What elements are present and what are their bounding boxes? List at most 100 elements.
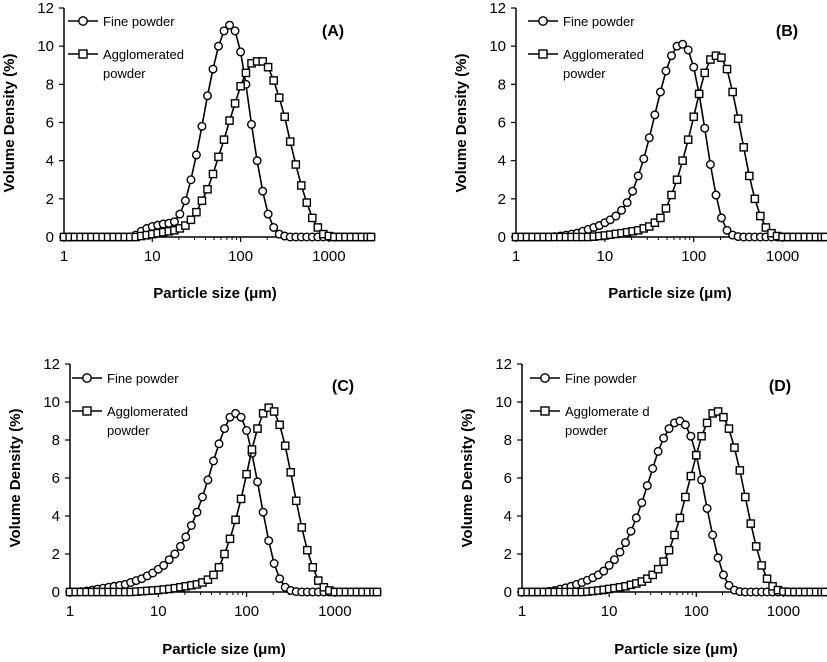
x-tick-label: 1 <box>66 603 74 620</box>
y-tick-label: 2 <box>504 546 512 563</box>
data-point-square <box>220 549 229 559</box>
y-tick-label: 4 <box>498 153 506 170</box>
data-point-square <box>258 409 268 418</box>
legend-marker-square <box>82 406 92 416</box>
series-line-fine-powder <box>522 420 825 593</box>
legend-label: Agglomerated <box>103 47 184 62</box>
x-tick-label: 1 <box>518 603 526 620</box>
data-point-circle <box>219 424 229 434</box>
data-point-circle <box>702 503 712 513</box>
data-point-circle <box>219 26 229 36</box>
data-point-circle <box>664 424 674 434</box>
data-point-square <box>650 218 660 227</box>
data-point-square <box>286 468 296 477</box>
data-point-square <box>762 574 772 583</box>
data-point-square <box>214 152 223 162</box>
data-point-square <box>664 545 674 555</box>
data-point-square <box>740 492 750 502</box>
data-point-circle <box>711 190 721 200</box>
y-axis-title: Volume Density (%) <box>7 409 24 548</box>
data-point-circle <box>620 538 630 548</box>
data-point-circle <box>617 205 627 215</box>
data-point-circle <box>661 66 671 76</box>
y-tick-label: 6 <box>52 470 60 487</box>
data-point-circle <box>655 87 665 97</box>
y-tick-label: 12 <box>37 0 54 17</box>
x-axis-title: Particle size (μm) <box>153 285 276 302</box>
data-point-square <box>203 575 213 584</box>
data-point-square <box>661 204 671 213</box>
data-point-square <box>258 57 267 66</box>
y-tick-label: 8 <box>52 432 60 449</box>
panel-label: (D) <box>769 378 791 395</box>
data-point-square <box>719 412 728 422</box>
data-point-circle <box>609 555 619 565</box>
data-point-square <box>739 143 749 152</box>
legend-marker-circle <box>538 16 548 26</box>
data-point-square <box>750 194 760 204</box>
data-point-circle <box>175 541 185 551</box>
data-point-square <box>681 492 690 502</box>
data-point-circle <box>678 39 688 49</box>
data-point-circle <box>186 175 196 185</box>
data-point-circle <box>269 559 279 569</box>
data-point-square <box>242 469 251 479</box>
x-tick-label: 10 <box>150 603 167 620</box>
x-tick-label: 10 <box>144 248 161 265</box>
x-axis-title: Particle size (μm) <box>162 641 285 658</box>
x-tick-label: 1000 <box>312 248 345 265</box>
x-tick-label: 100 <box>228 248 253 265</box>
panel-label: (B) <box>776 23 798 40</box>
panel-label: (C) <box>332 378 354 395</box>
data-point-circle <box>648 464 658 474</box>
data-point-square <box>236 494 246 504</box>
data-point-square <box>230 99 240 108</box>
legend-marker-circle <box>78 16 88 26</box>
legend-label: powder <box>563 66 606 81</box>
data-point-circle <box>208 64 218 74</box>
y-tick-label: 2 <box>52 546 60 563</box>
data-point-square <box>225 116 234 125</box>
data-point-square <box>659 557 668 566</box>
data-point-circle <box>242 426 252 436</box>
data-point-square <box>713 407 723 416</box>
data-point-square <box>686 471 696 481</box>
x-tick-label: 1000 <box>766 248 799 265</box>
data-point-circle <box>633 171 643 181</box>
series-line-agglomerated-powder <box>64 60 371 238</box>
data-point-square <box>269 76 278 85</box>
data-point-circle <box>203 475 213 485</box>
x-axis-title: Particle size (μm) <box>608 285 731 302</box>
y-tick-label: 8 <box>504 432 512 449</box>
data-point-square <box>689 112 699 122</box>
data-point-square <box>730 443 739 452</box>
data-point-square <box>675 513 685 523</box>
y-tick-label: 12 <box>489 0 506 17</box>
legend-label: powder <box>107 423 150 438</box>
data-point-circle <box>611 211 621 221</box>
legend-marker-square <box>538 49 548 59</box>
y-tick-label: 8 <box>46 76 54 93</box>
data-point-square <box>313 223 323 232</box>
data-point-square <box>263 62 273 72</box>
data-point-circle <box>637 498 647 508</box>
data-point-circle <box>236 47 246 57</box>
data-point-circle <box>252 156 262 166</box>
data-point-square <box>302 545 312 555</box>
data-point-square <box>285 137 295 146</box>
data-point-square <box>186 215 196 225</box>
data-point-circle <box>186 521 196 531</box>
y-axis-title: Volume Density (%) <box>1 54 18 193</box>
data-point-square <box>648 570 657 580</box>
series-line-agglomerated-powder <box>522 410 825 593</box>
data-point-square <box>241 68 251 78</box>
data-point-square <box>667 190 676 200</box>
data-point-circle <box>622 198 632 208</box>
legend: Fine powder Agglomerate d powder <box>530 371 650 438</box>
data-point-square <box>722 64 732 74</box>
data-point-circle <box>225 20 235 30</box>
legend: Fine powder Agglomerated powder <box>72 371 188 438</box>
data-point-circle <box>213 41 223 51</box>
data-point-square <box>746 519 756 528</box>
data-point-circle <box>197 492 207 502</box>
